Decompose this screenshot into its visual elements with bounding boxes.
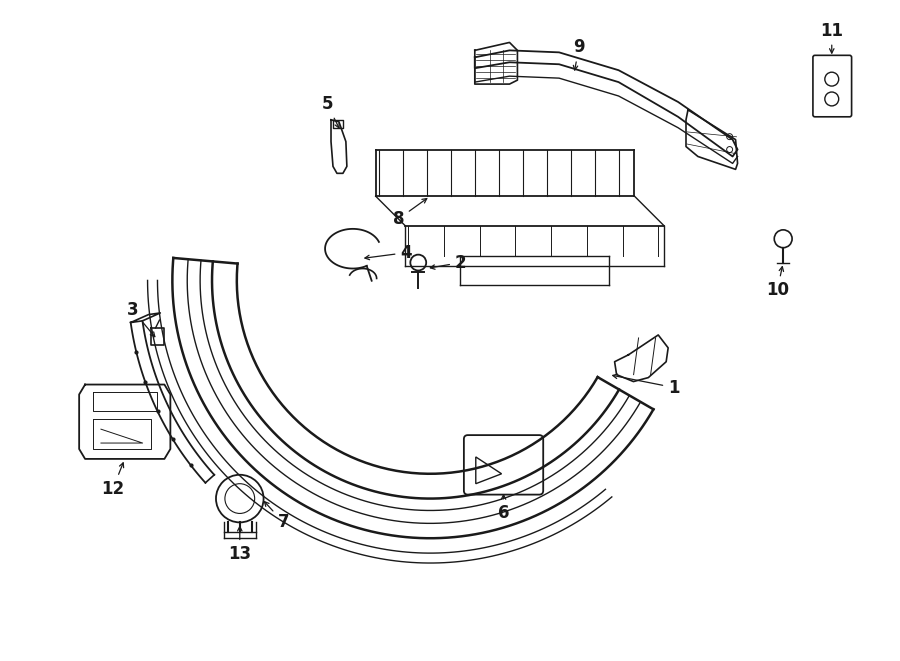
Text: 9: 9: [573, 38, 585, 70]
Text: 7: 7: [265, 502, 289, 531]
Text: 3: 3: [127, 301, 155, 336]
Text: 1: 1: [613, 374, 680, 397]
Text: 2: 2: [430, 254, 466, 272]
Text: 8: 8: [392, 198, 427, 228]
FancyBboxPatch shape: [813, 56, 851, 117]
Text: 6: 6: [498, 495, 509, 522]
Text: 5: 5: [321, 95, 339, 128]
Text: 4: 4: [364, 244, 412, 262]
Text: 13: 13: [229, 527, 251, 563]
Text: 11: 11: [820, 22, 843, 53]
Text: 12: 12: [102, 463, 124, 498]
Text: 10: 10: [766, 266, 788, 299]
FancyBboxPatch shape: [464, 435, 544, 494]
